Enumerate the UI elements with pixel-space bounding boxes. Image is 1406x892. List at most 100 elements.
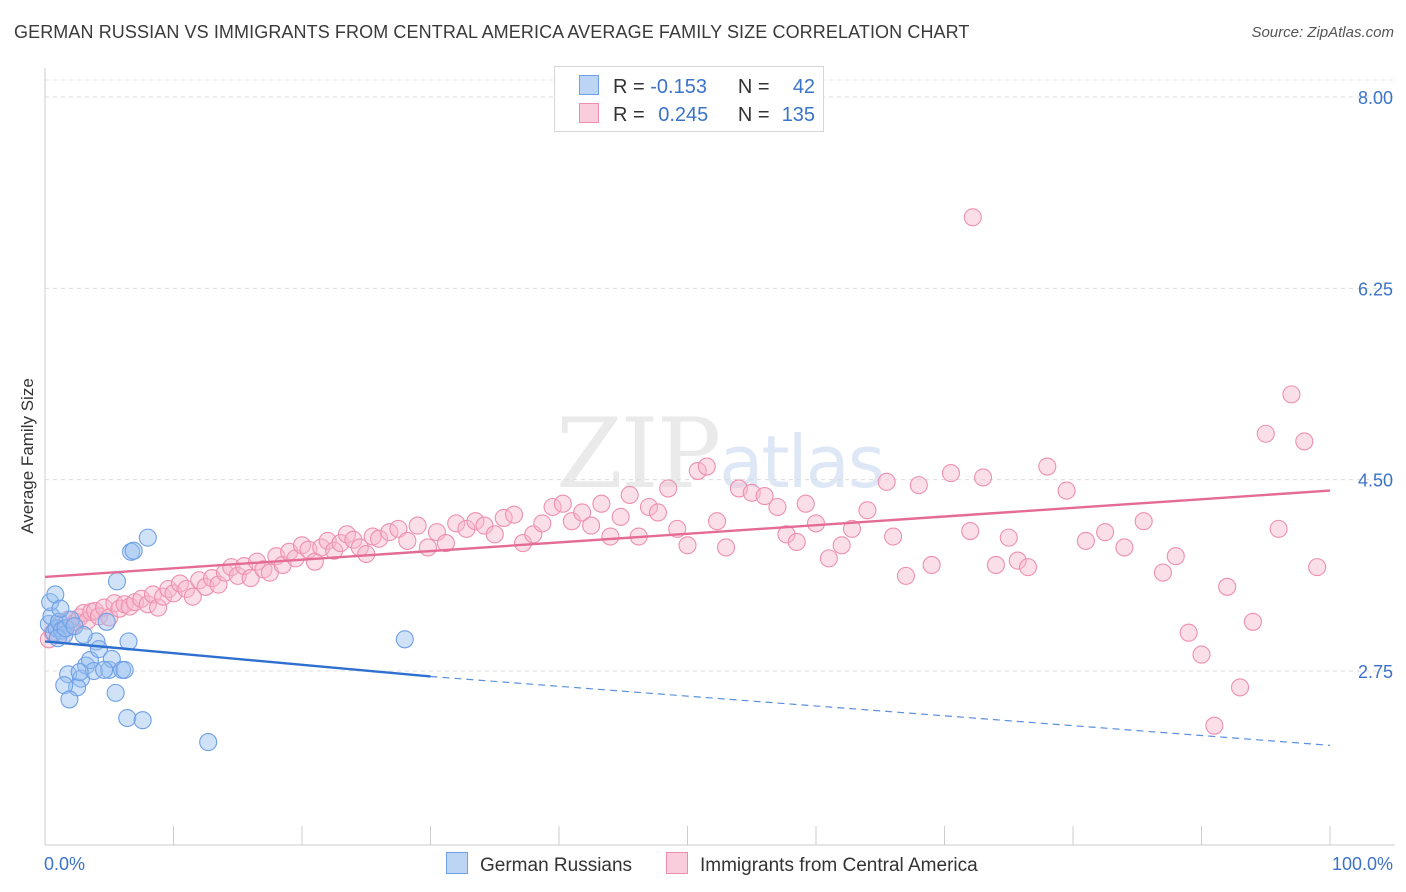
legend-swatch-blue [579, 75, 599, 95]
point-central-america [398, 531, 417, 550]
point-central-america [344, 530, 363, 549]
point-central-america [149, 598, 168, 617]
point-central-america [325, 541, 344, 560]
chart-title: GERMAN RUSSIAN VS IMMIGRANTS FROM CENTRA… [14, 22, 970, 42]
point-central-america [466, 512, 485, 531]
point-central-america [1018, 558, 1038, 577]
point-german-russians [55, 676, 74, 695]
point-central-america [922, 555, 941, 574]
point-central-america [1153, 563, 1172, 582]
point-central-america [1038, 457, 1057, 476]
point-central-america [573, 503, 592, 522]
legend-r-value: 0.245 [658, 104, 709, 126]
point-central-america [639, 497, 659, 517]
point-central-america [659, 479, 678, 498]
y-tick-label: 6.25 [1358, 279, 1393, 299]
legend-n-value: 42 [792, 76, 816, 98]
point-central-america [418, 538, 437, 557]
point-central-america [963, 208, 982, 227]
bottom-legend-swatch-blue [446, 852, 468, 874]
point-central-america [1076, 531, 1095, 550]
point-central-america [601, 527, 620, 546]
point-central-america [999, 528, 1018, 547]
point-central-america [884, 527, 903, 546]
point-central-america [1166, 547, 1185, 566]
point-central-america [408, 516, 427, 535]
point-central-america [716, 538, 736, 557]
point-central-america [941, 464, 960, 483]
point-german-russians [124, 541, 143, 560]
point-central-america [1115, 538, 1134, 557]
legend-r-label: R = [613, 76, 645, 98]
point-central-america [796, 494, 815, 513]
point-central-america [177, 579, 196, 599]
legend-row-central-america: R = 0.245 N = 135 [579, 103, 815, 127]
point-central-america [768, 497, 787, 517]
point-central-america [95, 598, 114, 617]
point-central-america [697, 457, 716, 476]
point-central-america [1256, 424, 1275, 443]
point-central-america [1295, 432, 1314, 451]
point-central-america [389, 519, 408, 538]
point-german-russians [97, 612, 116, 631]
point-central-america [842, 519, 862, 538]
trend-line-german-russians-extrapolated [430, 675, 1331, 746]
point-german-russians [70, 663, 89, 682]
point-central-america [582, 516, 601, 535]
point-german-russians [138, 528, 157, 547]
point-central-america [858, 501, 877, 520]
bottom-legend-label: German Russians [480, 855, 633, 876]
point-central-america [370, 529, 389, 548]
point-german-russians [395, 630, 414, 649]
x-tick-label-max: 100.0% [1332, 854, 1393, 874]
point-central-america [485, 525, 504, 544]
point-german-russians [74, 625, 93, 644]
point-central-america [1243, 612, 1262, 631]
legend-swatch-pink [579, 103, 599, 123]
bottom-legend-label: Immigrants from Central America [700, 855, 978, 876]
point-central-america [819, 549, 838, 568]
point-central-america [494, 508, 513, 527]
point-central-america [877, 472, 896, 491]
point-central-america [553, 494, 572, 513]
point-german-russians [106, 683, 125, 702]
y-tick-label: 8.00 [1358, 88, 1393, 108]
point-central-america [648, 503, 667, 522]
point-central-america [806, 514, 826, 533]
point-german-russians [133, 711, 152, 730]
point-german-russians [51, 599, 70, 618]
legend-n-label: N = [737, 76, 770, 98]
point-central-america [447, 514, 466, 533]
point-central-america [832, 536, 851, 555]
point-german-russians [107, 572, 127, 591]
bottom-legend-central-america: Immigrants from Central America [666, 852, 978, 876]
point-central-america [138, 595, 157, 614]
point-central-america [543, 497, 562, 517]
point-central-america [504, 505, 524, 524]
point-central-america [1057, 481, 1076, 500]
point-central-america [787, 532, 806, 552]
point-central-america [1008, 551, 1027, 570]
point-central-america [678, 536, 697, 555]
bottom-legend-german-russians: German Russians [446, 852, 632, 876]
trend-line-central-america [44, 489, 1331, 579]
point-central-america [1308, 558, 1327, 577]
point-central-america [708, 512, 727, 531]
point-central-america [1269, 519, 1288, 538]
correlation-legend: R = -0.153 N = 42 R = 0.245 N = 135 [554, 66, 824, 132]
point-german-russians [115, 660, 134, 679]
point-central-america [973, 468, 993, 487]
point-central-america [1218, 577, 1237, 596]
point-central-america [1205, 716, 1224, 735]
legend-row-german-russians: R = -0.153 N = 42 [579, 75, 815, 99]
legend-n-value: 135 [781, 104, 816, 126]
point-german-russians [60, 690, 79, 709]
watermark-zip: ZIP [556, 398, 721, 510]
legend-n-label: N = [737, 104, 770, 126]
point-central-america [1134, 512, 1153, 531]
point-central-america [909, 476, 928, 495]
source-credit: Source: ZipAtlas.com [1251, 24, 1394, 41]
x-tick-label-min: 0.0% [44, 854, 85, 874]
point-central-america [1096, 523, 1115, 542]
bottom-legend-swatch-pink [666, 852, 688, 874]
